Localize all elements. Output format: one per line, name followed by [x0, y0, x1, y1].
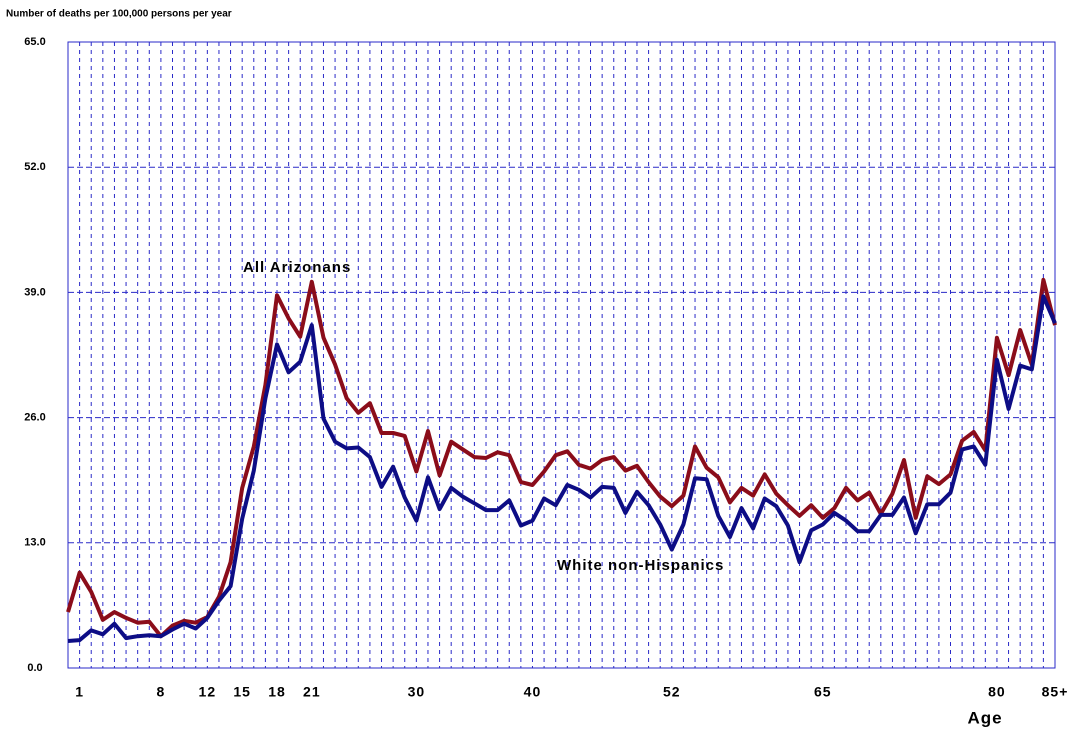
- series-line: [67, 294, 1057, 643]
- series-label: White non-Hispanics: [557, 557, 724, 574]
- y-tick-label: 26.0: [24, 412, 45, 424]
- x-tick-label: 65: [814, 684, 832, 700]
- x-axis-label: Age: [967, 708, 1002, 727]
- series-label: All Arizonans: [243, 259, 351, 276]
- plot-area: [67, 41, 1056, 669]
- x-tick-label: 21: [303, 684, 321, 700]
- x-tick-label: 8: [156, 684, 165, 700]
- y-tick-label: 0.0: [27, 662, 42, 674]
- y-tick-label: 65.0: [24, 36, 45, 48]
- y-tick-label: 13.0: [24, 537, 45, 549]
- x-tick-label: 12: [199, 684, 217, 700]
- x-tick-label: 80: [988, 684, 1006, 700]
- y-axis-label: Number of deaths per 100,000 persons per…: [6, 9, 232, 20]
- series-line: [66, 277, 1057, 639]
- x-tick-label: 52: [663, 684, 681, 700]
- x-tick-label: 30: [408, 684, 426, 700]
- x-tick-label: 40: [524, 684, 542, 700]
- x-tick-label: 85+: [1042, 684, 1069, 700]
- x-tick-label: 15: [233, 684, 251, 700]
- y-tick-label: 39.0: [24, 286, 45, 298]
- x-tick-label: 1: [75, 684, 84, 700]
- y-tick-label: 52.0: [24, 161, 45, 173]
- x-tick-label: 18: [268, 684, 286, 700]
